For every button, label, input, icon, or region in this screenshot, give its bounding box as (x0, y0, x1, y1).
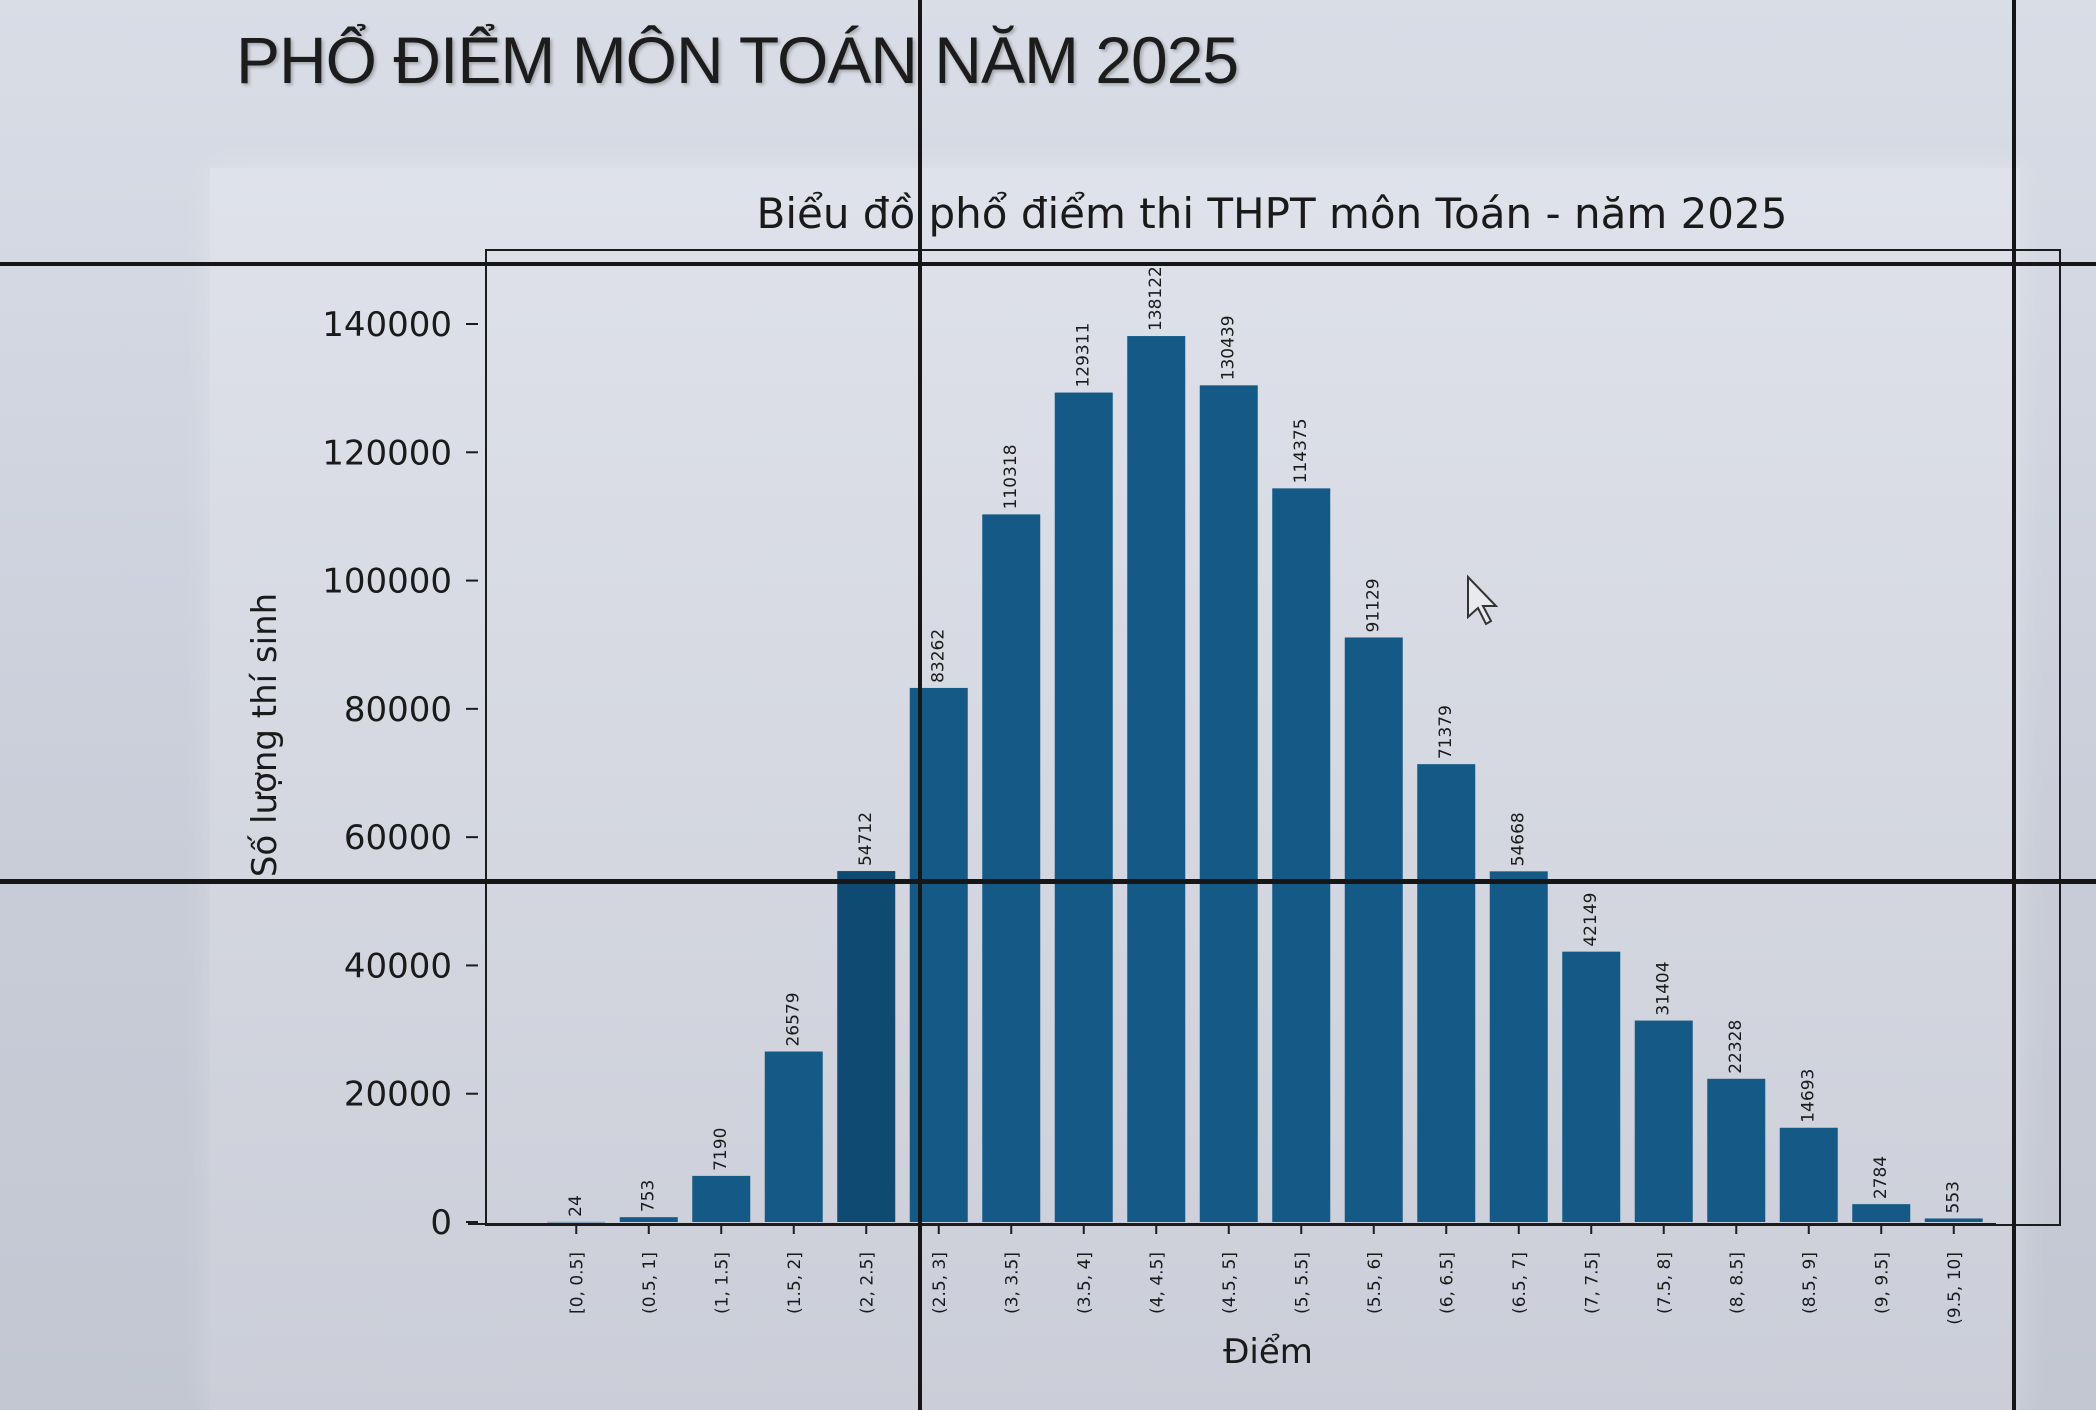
bar-value-label: 22328 (1726, 1020, 1746, 1074)
display-seam-horizontal (0, 262, 2096, 266)
bar-value-label: 129311 (1074, 323, 1094, 388)
bar-7 (1054, 392, 1113, 1223)
bar-18 (1852, 1204, 1911, 1222)
bar-value-label: 24 (566, 1195, 586, 1217)
bar-value-label: 14693 (1799, 1069, 1819, 1123)
bar-2 (692, 1175, 751, 1222)
y-tick-label: 20000 (344, 1075, 452, 1115)
bar-value-label: 83262 (929, 629, 949, 683)
x-tick-label: [0, 0.5] (567, 1252, 587, 1314)
x-tick-label: (7, 7.5] (1582, 1252, 1602, 1314)
bar-15 (1634, 1020, 1693, 1222)
bar-value-label: 54668 (1509, 812, 1529, 866)
bar-8 (1127, 336, 1186, 1222)
bar-value-label: 71379 (1436, 705, 1456, 759)
bar-3 (764, 1051, 823, 1222)
x-tick-label: (3, 3.5] (1002, 1252, 1022, 1314)
bar-value-label: 7190 (711, 1128, 731, 1171)
y-tick-label: 120000 (322, 433, 452, 473)
x-tick-label: (4.5, 5] (1220, 1252, 1240, 1314)
x-tick-label: (8.5, 9] (1800, 1252, 1820, 1314)
display-seam-vertical (918, 0, 922, 1410)
display-seam-vertical (2012, 0, 2016, 1410)
bar-value-label: 26579 (784, 992, 804, 1046)
bar-10 (1272, 488, 1331, 1222)
x-tick-label: (7.5, 8] (1655, 1252, 1675, 1314)
bar-value-label: 91129 (1364, 578, 1384, 632)
bar-value-label: 130439 (1219, 315, 1239, 380)
bar-17 (1779, 1127, 1838, 1222)
bar-value-label: 753 (639, 1180, 659, 1212)
x-tick-label: (8, 8.5] (1727, 1252, 1747, 1314)
bar-1 (619, 1217, 678, 1222)
bar-11 (1344, 637, 1403, 1222)
x-tick-label: (9.5, 10] (1945, 1252, 1965, 1325)
bar-9 (1199, 385, 1258, 1222)
bar-13 (1489, 871, 1548, 1222)
x-tick-labels: [0, 0.5] (0.5, 1] (1, 1.5] (1.5, 2] (2, 2.5]… (567, 1224, 1965, 1325)
bar-value-label: 31404 (1654, 961, 1674, 1015)
y-tick-labels: 0 20000 40000 60000 80000 100000 120000 140000 (322, 305, 478, 1243)
bar-16 (1707, 1078, 1766, 1222)
page-title: PHỔ ĐIỂM MÔN TOÁN NĂM 2025 (236, 23, 1239, 97)
bar-14 (1562, 951, 1621, 1222)
bar-6 (982, 514, 1041, 1222)
bar-4 (837, 871, 896, 1222)
x-tick-label: (3.5, 4] (1075, 1252, 1095, 1314)
x-tick-label: (4, 4.5] (1147, 1252, 1167, 1314)
x-tick-label: (6.5, 7] (1510, 1252, 1530, 1314)
y-tick-label: 60000 (344, 818, 452, 858)
bar-19 (1924, 1218, 1983, 1222)
x-tick-label: (2, 2.5] (857, 1252, 877, 1314)
bar-value-label: 553 (1944, 1181, 1964, 1213)
y-tick-label: 0 (430, 1203, 452, 1243)
mouse-cursor-icon (1467, 574, 1499, 626)
y-tick-label: 80000 (344, 690, 452, 730)
bars (547, 336, 1983, 1223)
x-tick-label: (1, 1.5] (712, 1252, 732, 1314)
chart-title: Biểu đồ phổ điểm thi THPT môn Toán - năm… (757, 189, 1788, 238)
bar-value-label: 138122 (1146, 266, 1166, 331)
y-tick-label: 40000 (344, 946, 452, 986)
bar-value-label: 42149 (1581, 893, 1601, 947)
x-tick-label: (5, 5.5] (1292, 1252, 1312, 1314)
y-tick-label: 140000 (322, 305, 452, 345)
x-axis-label: Điểm (1223, 1332, 1313, 1372)
bar-value-label: 114375 (1291, 418, 1311, 483)
x-tick-label: (0.5, 1] (640, 1252, 660, 1314)
x-tick-label: (2.5, 3] (930, 1252, 950, 1314)
x-tick-label: (6, 6.5] (1437, 1252, 1457, 1314)
bar-12 (1417, 764, 1476, 1222)
value-labels: 24 753 7190 26579 54712 83262 110318 129311 1381… (566, 266, 1964, 1217)
bar-value-label: 110318 (1001, 444, 1021, 509)
y-tick-label: 100000 (322, 562, 452, 602)
x-tick-label: (1.5, 2] (785, 1252, 805, 1314)
x-tick-label: (9, 9.5] (1872, 1252, 1892, 1314)
display-seam-horizontal (0, 879, 2096, 884)
bar-value-label: 2784 (1871, 1156, 1891, 1199)
y-axis-label: Số lượng thí sinh (245, 593, 285, 877)
bar-0 (547, 1221, 606, 1223)
x-tick-label: (5.5, 6] (1365, 1252, 1385, 1314)
bar-value-label: 54712 (856, 812, 876, 866)
